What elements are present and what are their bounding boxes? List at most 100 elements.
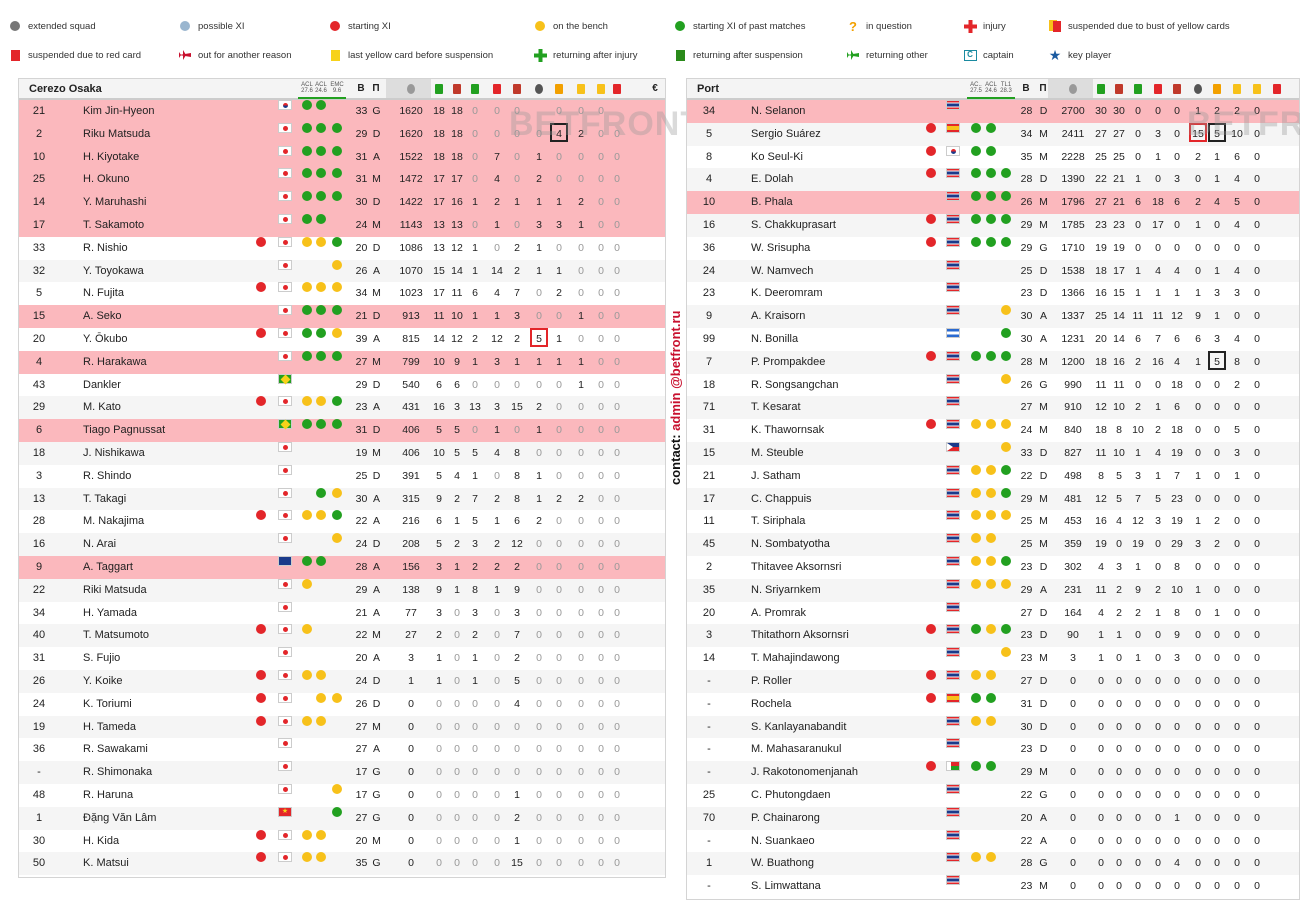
- player-name[interactable]: R. Songsangchan: [751, 378, 839, 391]
- player-name[interactable]: T. Sakamoto: [83, 218, 145, 231]
- player-name[interactable]: Ko Seul-Ki: [751, 150, 803, 163]
- player-row[interactable]: - J. Rakotonomenjanah 29 M 0 0 0 0 0 0 0 0 0 0: [687, 761, 1299, 784]
- player-name[interactable]: T. Mahajindawong: [751, 652, 840, 665]
- player-name[interactable]: W. Srisupha: [751, 241, 811, 254]
- player-row[interactable]: 10 H. Kiyotake 31 A 1522 18 18 0 7 0 1 0 0 0 0: [19, 145, 665, 169]
- player-name[interactable]: H. Yamada: [83, 606, 138, 619]
- player-row[interactable]: 31 S. Fujio 20 A 3 1 0 1 0 2 0 0 0 0 0: [19, 647, 665, 670]
- player-icon[interactable]: [1115, 84, 1123, 94]
- player-name[interactable]: H. Kida: [83, 834, 120, 847]
- player-icon[interactable]: [453, 84, 461, 94]
- player-row[interactable]: 99 N. Bonilla 30 A 1231 20 14 6 7 6 6 3 4 0: [687, 327, 1299, 351]
- player-name[interactable]: Riki Matsuda: [83, 583, 147, 596]
- player-row[interactable]: 29 M. Kato 23 A 431 16 3 13 3 15 2 0 0 0 0: [19, 396, 665, 420]
- team-name[interactable]: Cerezo Osaka: [29, 82, 102, 95]
- player-name[interactable]: K. Thawornsak: [751, 424, 825, 437]
- player-row[interactable]: 13 T. Takagi 30 A 315 9 2 7 2 8 1 2 2 0 0: [19, 487, 665, 511]
- sub-in-icon[interactable]: [471, 84, 479, 94]
- player-name[interactable]: Sergio Suárez: [751, 127, 821, 140]
- competition-header[interactable]: EMC 9.6: [330, 82, 344, 94]
- player-row[interactable]: 18 R. Songsangchan 26 G 990 11 11 0 0 18 0 0 2 0: [687, 373, 1299, 397]
- player-name[interactable]: J. Rakotonomenjanah: [751, 766, 859, 779]
- player-row[interactable]: 18 J. Nishikawa 19 M 406 10 5 5 4 8 0 0 0 0 0: [19, 441, 665, 465]
- goal-icon[interactable]: [513, 84, 521, 94]
- player-row[interactable]: 24 W. Namvech 25 D 1538 18 17 1 4 4 0 1 4 0: [687, 259, 1299, 283]
- player-row[interactable]: - M. Mahasaranukul 23 D 0 0 0 0 0 0 0 0 0 0: [687, 738, 1299, 761]
- player-name[interactable]: M. Kato: [83, 401, 121, 414]
- player-name[interactable]: M. Nakajima: [83, 515, 145, 528]
- player-name[interactable]: A. Seko: [83, 310, 122, 323]
- player-name[interactable]: J. Nishikawa: [83, 446, 145, 459]
- player-name[interactable]: Y. Maruhashi: [83, 196, 147, 209]
- player-name[interactable]: M. Steuble: [751, 446, 804, 459]
- player-row[interactable]: 35 N. Sriyarnkem 29 A 231 11 2 9 2 10 1 0 0 0: [687, 578, 1299, 602]
- player-name[interactable]: K. Matsui: [83, 857, 129, 870]
- player-row[interactable]: 50 K. Matsui 35 G 0 0 0 0 0 15 0 0 0 0 0: [19, 852, 665, 876]
- player-row[interactable]: 1 W. Buathong 28 G 0 0 0 0 0 4 0 0 0 0: [687, 852, 1299, 876]
- player-row[interactable]: 2 Thitavee Aksornsri 23 D 302 4 3 1 0 8 0 0 0 0: [687, 555, 1299, 579]
- player-name[interactable]: R. Nishio: [83, 241, 128, 254]
- yellow-red-card-icon[interactable]: [1253, 84, 1261, 94]
- player-name[interactable]: S. Kanlayanabandit: [751, 720, 847, 733]
- player-row[interactable]: 14 T. Mahajindawong 23 M 3 1 0 1 0 3 0 0 0 0: [687, 647, 1299, 670]
- sub-in-icon[interactable]: [1134, 84, 1142, 94]
- player-name[interactable]: R. Haruna: [83, 788, 134, 801]
- column-header[interactable]: П: [1039, 83, 1047, 94]
- player-name[interactable]: B. Phala: [751, 196, 793, 209]
- player-row[interactable]: 16 S. Chakkuprasart 29 M 1785 23 23 0 17 0 1 0 4 0: [687, 213, 1299, 237]
- player-row[interactable]: 14 Y. Maruhashi 30 D 1422 17 16 1 2 1 1 1 2 0 0: [19, 191, 665, 214]
- player-name[interactable]: A. Taggart: [83, 560, 133, 573]
- player-row[interactable]: 34 H. Yamada 21 A 77 3 0 3 0 3 0 0 0 0 0: [19, 601, 665, 625]
- player-name[interactable]: T. Matsumoto: [83, 629, 150, 642]
- ball-icon[interactable]: [1194, 84, 1202, 94]
- player-name[interactable]: S. Limwattana: [751, 880, 821, 893]
- player-row[interactable]: 25 C. Phutongdaen 22 G 0 0 0 0 0 0 0 0 0 0: [687, 783, 1299, 807]
- player-row[interactable]: 11 T. Siriphala 25 M 453 16 4 12 3 19 1 2 0 0: [687, 510, 1299, 533]
- player-row[interactable]: 43 Dankler 29 D 540 6 6 0 0 0 0 0 1 0 0: [19, 373, 665, 397]
- player-row[interactable]: - S. Limwattana 23 M 0 0 0 0 0 0 0 0 0 0: [687, 875, 1299, 898]
- boot-icon[interactable]: [1097, 84, 1105, 94]
- player-row[interactable]: 23 K. Deeromram 23 D 1366 16 15 1 1 1 1 3 3 0: [687, 282, 1299, 305]
- player-row[interactable]: - R. Shimonaka 17 G 0 0 0 0 0 0 0 0 0 0 0: [19, 761, 665, 784]
- player-row[interactable]: 7 P. Prompakdee 28 M 1200 18 16 2 16 4 1 5 8 0: [687, 350, 1299, 374]
- player-name[interactable]: S. Fujio: [83, 652, 121, 665]
- player-row[interactable]: 26 Y. Koike 24 D 1 1 0 1 0 5 0 0 0 0 0: [19, 669, 665, 693]
- column-header[interactable]: В: [1022, 83, 1030, 94]
- player-name[interactable]: R. Harakawa: [83, 355, 147, 368]
- player-row[interactable]: 20 A. Promrak 27 D 164 4 2 2 1 8 0 1 0 0: [687, 601, 1299, 625]
- player-row[interactable]: 10 B. Phala 26 M 1796 27 21 6 18 6 2 4 5 0: [687, 191, 1299, 214]
- player-row[interactable]: - N. Suankaeo 22 A 0 0 0 0 0 0 0 0 0 0: [687, 829, 1299, 853]
- player-name[interactable]: J. Satham: [751, 469, 801, 482]
- ball-icon[interactable]: [535, 84, 543, 94]
- player-row[interactable]: 3 R. Shindo 25 D 391 5 4 1 0 8 1 0 0 0 0: [19, 464, 665, 488]
- player-row[interactable]: 17 T. Sakamoto 24 M 1143 13 13 0 1 0 3 3 1 0 0: [19, 213, 665, 237]
- player-row[interactable]: 4 R. Harakawa 27 M 799 10 9 1 3 1 1 1 1 0 0: [19, 350, 665, 374]
- player-name[interactable]: N. Fujita: [83, 287, 124, 300]
- player-name[interactable]: Riku Matsuda: [83, 127, 151, 140]
- clock-icon[interactable]: [1069, 84, 1077, 94]
- player-name[interactable]: A. Promrak: [751, 606, 807, 619]
- player-name[interactable]: P. Chainarong: [751, 811, 820, 824]
- player-row[interactable]: 5 N. Fujita 34 M 1023 17 11 6 4 7 0 2 0 0 0: [19, 282, 665, 305]
- player-row[interactable]: - P. Roller 27 D 0 0 0 0 0 0 0 0 0 0: [687, 669, 1299, 693]
- competition-header[interactable]: ACL 24.6: [985, 82, 997, 94]
- player-name[interactable]: E. Dolah: [751, 173, 794, 186]
- player-name[interactable]: T. Takagi: [83, 492, 127, 505]
- yellow-red-card-icon[interactable]: [597, 84, 605, 94]
- player-name[interactable]: N. Suankaeo: [751, 834, 815, 847]
- boot-icon[interactable]: [435, 84, 443, 94]
- player-row[interactable]: 24 K. Toriumi 26 D 0 0 0 0 0 4 0 0 0 0 0: [19, 692, 665, 716]
- player-name[interactable]: M. Mahasaranukul: [751, 743, 842, 756]
- competition-header[interactable]: ACL 24.6: [315, 82, 327, 94]
- competition-header[interactable]: ACL 27.6: [301, 82, 313, 94]
- clock-icon[interactable]: [407, 84, 415, 94]
- player-name[interactable]: C. Phutongdaen: [751, 788, 831, 801]
- competition-header[interactable]: AC.. 27.5: [970, 82, 982, 94]
- player-row[interactable]: 21 J. Satham 22 D 498 8 5 3 1 7 1 0 1 0: [687, 464, 1299, 488]
- player-row[interactable]: 5 Sergio Suárez 34 M 2411 27 27 0 3 0 15 5 10 0: [687, 122, 1299, 146]
- player-name[interactable]: Đặng Văn Lâm: [83, 811, 157, 824]
- player-name[interactable]: R. Shindo: [83, 469, 132, 482]
- player-row[interactable]: 2 Riku Matsuda 29 D 1620 18 18 0 0 0 0 4 2 0 0: [19, 122, 665, 146]
- player-name[interactable]: N. Selanon: [751, 105, 806, 117]
- sub-out-icon[interactable]: [493, 84, 501, 94]
